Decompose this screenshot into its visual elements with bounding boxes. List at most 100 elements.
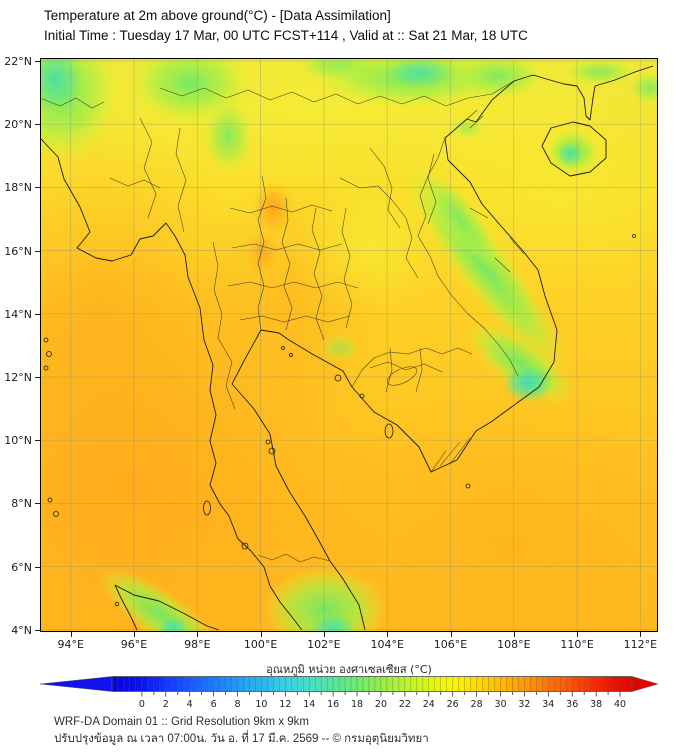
colorbar-segment [285,676,292,692]
colorbar-segment [356,676,364,692]
colorbar-segment [542,676,549,692]
page-subtitle: Initial Time : Tuesday 17 Mar, 00 UTC FC… [44,28,528,43]
colorbar-segment [560,676,567,692]
colorbar-segment [303,676,310,692]
lat-label: 16°N [4,244,32,258]
colorbar-segment [332,676,340,692]
colorbar-segment [123,676,131,692]
colorbar-segment [308,676,316,692]
colorbar-segment [512,676,519,692]
footer-update-info: ปรับปรุงข้อมูล ณ เวลา 07:00น. วัน อ. ที่… [54,733,429,745]
lat-tick [35,440,40,442]
colorbar-segment [518,676,525,692]
colorbar-segment [183,676,190,692]
colorbar-segment [470,676,477,692]
lat-tick [35,124,40,126]
colorbar-segment [619,676,627,692]
lat-tick [35,61,40,62]
lat-label: 12°N [4,371,32,384]
colorbar-segment [344,676,352,692]
map-border [40,58,658,632]
lat-label: 4°N [11,623,32,637]
lat-label: 14°N [4,307,32,321]
lon-tick [323,632,325,637]
colorbar-segment [111,676,119,692]
colorbar-segment [314,676,322,692]
map-plot [40,58,658,632]
colorbar-segment [249,676,256,692]
colorbar-scale: 0 2 4 6 8 10 12 14 16 18 20 22 24 26 28 30 32 34 36 38 40 [40,676,658,710]
colorbar-segment [291,676,298,692]
colorbar-segment [458,676,465,692]
lon-tick [513,632,515,637]
colorbar-segment [201,676,208,692]
colorbar-segment [261,676,268,692]
lon-tick [450,632,452,637]
colorbar-tick-label: 24 [423,699,435,710]
colorbar-segment [506,676,513,692]
lat-tick [35,313,40,315]
colorbar-segment [548,676,555,692]
colorbar-segment [225,676,232,692]
colorbar-segment [189,676,196,692]
colorbar-segment [297,676,304,692]
colorbar-tick-label: 38 [590,699,602,710]
colorbar-tick-label: 16 [327,699,339,710]
colorbar-segment [219,676,226,692]
colorbar-segment [392,676,400,692]
lon-tick [577,632,579,637]
colorbar-segment [452,676,459,692]
colorbar-segment [159,676,167,692]
lon-label: 98°E [184,638,211,651]
colorbar-segment [404,676,412,692]
colorbar-tick-label: 36 [566,699,578,710]
colorbar-segment [446,676,453,692]
lat-label: 10°N [4,434,32,448]
colorbar-segment [536,676,543,692]
lon-label: 108°E [497,638,531,651]
colorbar-tick-label: 40 [614,699,626,710]
colorbar-segment [362,676,370,692]
colorbar-segment [207,676,214,692]
temperature-field-blobs [40,58,658,632]
lon-tick [640,632,642,637]
colorbar-segment [231,676,238,692]
lon-label: 96°E [120,638,148,651]
colorbar-segment [440,676,447,692]
colorbar-tick-label: 18 [351,699,363,710]
lon-label: 104°E [370,638,404,651]
colorbar-segment [326,676,334,692]
lat-label: 6°N [11,560,32,574]
lat-tick [35,250,40,252]
colorbar-segment [398,676,406,692]
colorbar-segment [482,676,489,692]
page-title: Temperature at 2m above ground(°C) - [Da… [44,8,391,23]
lat-tick [35,566,40,568]
lon-label: 110°E [560,638,594,651]
colorbar-tick-label: 26 [447,699,459,710]
lon-tick [197,632,199,637]
colorbar-segment [589,676,597,692]
colorbar-left-arrow [40,676,113,692]
colorbar-tick-label: 34 [542,699,554,710]
colorbar-segment [422,676,430,692]
colorbar: อุณหภูมิ หน่วย องศาเซลเซียส (°C) 0 2 4 6 8 10… [40,660,658,714]
lon-tick [387,632,389,637]
lon-label: 106°E [433,638,468,651]
colorbar-tick-label: 10 [255,699,267,710]
colorbar-segment [607,676,615,692]
temperature-map [40,58,658,632]
colorbar-tick-label: 28 [471,699,483,710]
colorbar-segment [554,676,561,692]
colorbar-tick-label: 2 [163,699,169,710]
colorbar-tick-label: 8 [234,699,240,710]
colorbar-segment [494,676,501,692]
colorbar-segment [577,676,585,692]
lat-tick [35,629,40,631]
colorbar-segment [338,676,346,692]
lat-label: 18°N [4,181,32,195]
colorbar-tick-label: 4 [187,699,193,710]
colorbar-segment [386,676,394,692]
colorbar-segment [255,676,262,692]
colorbar-segment [416,676,424,692]
